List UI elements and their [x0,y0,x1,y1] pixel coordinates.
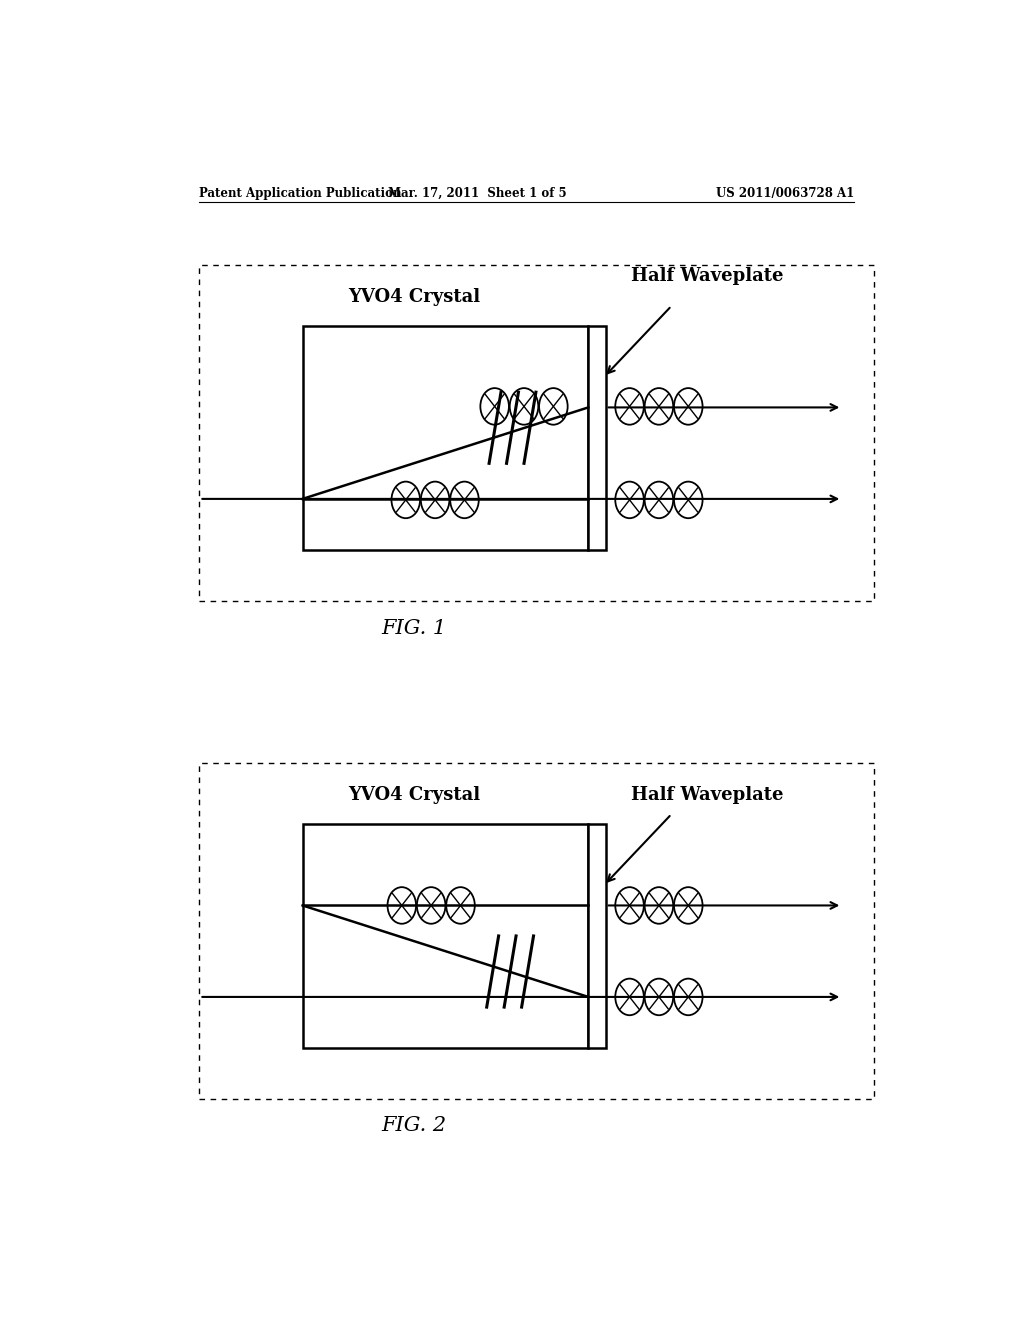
Bar [200,763,873,1098]
Text: YVO4 Crystal: YVO4 Crystal [347,288,480,306]
Text: FIG. 2: FIG. 2 [381,1115,446,1135]
Bar [588,326,606,549]
Text: Half Waveplate: Half Waveplate [631,785,783,804]
Text: US 2011/0063728 A1: US 2011/0063728 A1 [716,187,854,199]
Text: YVO4 Crystal: YVO4 Crystal [347,785,480,804]
Text: Patent Application Publication: Patent Application Publication [200,187,402,199]
Text: Mar. 17, 2011  Sheet 1 of 5: Mar. 17, 2011 Sheet 1 of 5 [388,187,566,199]
Text: FIG. 1: FIG. 1 [381,619,446,638]
Bar [303,824,588,1048]
Bar [200,265,873,601]
Bar [303,326,588,549]
Bar [588,824,606,1048]
Text: Half Waveplate: Half Waveplate [631,268,783,285]
